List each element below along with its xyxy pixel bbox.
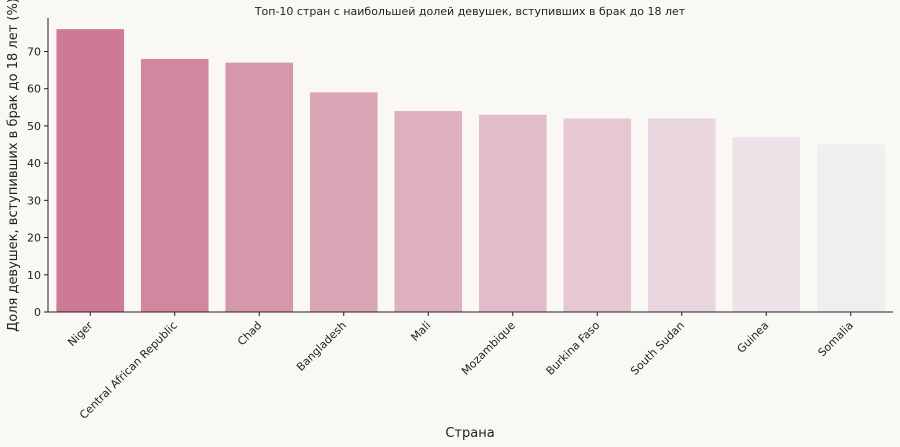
- bar-mozambique: [478, 114, 547, 312]
- y-axis: 0 10 20 30 40 50 60 70: [27, 18, 49, 319]
- bar-bangladesh: [309, 92, 378, 312]
- y-tick-label: 20: [27, 232, 41, 245]
- y-tick-label: 70: [27, 45, 41, 58]
- bar-somalia: [816, 144, 885, 312]
- y-tick-label: 60: [27, 83, 41, 96]
- x-tick-label: Somalia: [816, 319, 856, 359]
- y-tick-label: 0: [34, 306, 41, 319]
- bar-south-sudan: [647, 118, 716, 312]
- bar-burkina-faso: [563, 118, 632, 312]
- y-axis-label: Доля девушек, вступивших в брак до 18 ле…: [6, 0, 21, 332]
- bar-guinea: [732, 137, 801, 312]
- x-tick-label: Burkina Faso: [544, 319, 603, 378]
- y-tick-label: 40: [27, 157, 41, 170]
- y-tick-label: 50: [27, 120, 41, 133]
- x-tick-label: Chad: [235, 319, 264, 348]
- bar-mali: [394, 111, 463, 313]
- bar-niger: [56, 29, 125, 313]
- bar-central-african-republic: [140, 58, 209, 313]
- chart-title: Топ-10 стран с наибольшей долей девушек,…: [254, 5, 686, 18]
- x-tick-label: South Sudan: [628, 319, 687, 378]
- bars-group: [56, 29, 885, 313]
- x-tick-label: Niger: [65, 319, 95, 349]
- x-axis-label: Страна: [445, 426, 494, 441]
- y-tick-label: 30: [27, 194, 41, 207]
- x-tick-label: Bangladesh: [294, 319, 349, 374]
- y-tick-label: 10: [27, 269, 41, 282]
- x-tick-label: Mali: [408, 319, 433, 344]
- x-tick-label: Central African Republic: [77, 319, 180, 422]
- x-tick-label: Mozambique: [459, 319, 518, 378]
- bar-chad: [225, 62, 294, 312]
- x-tick-label: Guinea: [735, 319, 772, 356]
